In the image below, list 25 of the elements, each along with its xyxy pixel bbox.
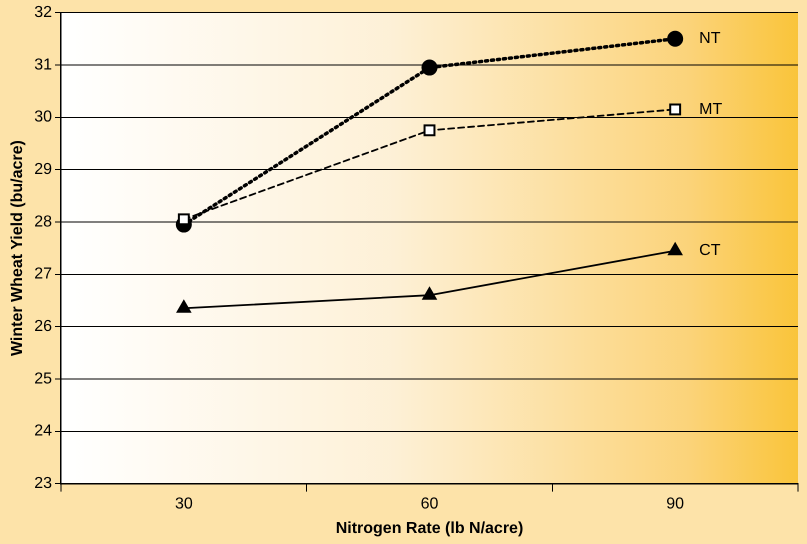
y-tick-label: 29 — [34, 161, 52, 178]
x-axis-title: Nitrogen Rate (lb N/acre) — [336, 520, 524, 537]
series-label: MT — [699, 100, 722, 118]
y-tick-label: 28 — [34, 213, 52, 230]
point — [668, 242, 682, 256]
y-tick-label: 26 — [34, 318, 52, 336]
x-tick-label: 90 — [666, 496, 684, 513]
point — [669, 103, 682, 116]
point — [422, 60, 438, 76]
series-label: NT — [699, 30, 721, 48]
series-label: CT — [699, 242, 721, 260]
x-tick-label: 60 — [420, 496, 438, 513]
point — [176, 300, 191, 313]
y-tick-label: 25 — [34, 370, 52, 388]
x-tick-label: 30 — [174, 496, 193, 513]
y-tick-label: 30 — [34, 108, 52, 126]
point — [667, 30, 684, 47]
point — [424, 124, 436, 136]
y-tick-label: 23 — [34, 475, 52, 492]
y-tick-label: 31 — [34, 56, 52, 74]
y-tick-label: 24 — [34, 422, 52, 440]
y-axis-title: Winter Wheat Yield (bu/acre) — [9, 140, 26, 356]
y-tick-label: 27 — [34, 266, 52, 283]
y-tick-label: 32 — [34, 4, 52, 22]
point — [422, 287, 437, 300]
